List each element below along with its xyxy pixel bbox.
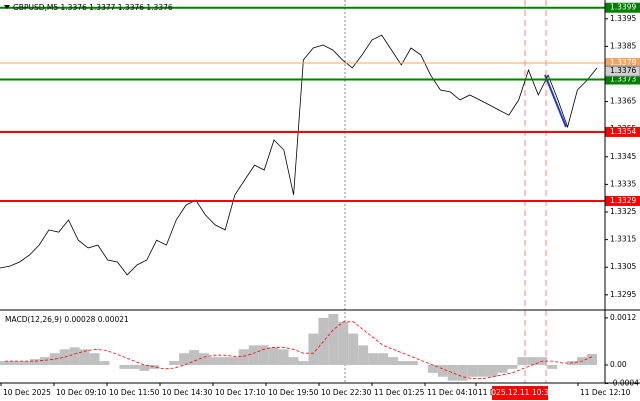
macd-bar [378,353,389,365]
macd-bar [368,353,379,365]
title-icon [4,5,10,9]
macd-bar [169,361,180,365]
x-tick-label: 11 Dec 04:10 [427,388,478,397]
x-tick-label: 10 Dec 11:50 [109,388,160,397]
x-tick-label: 10 Dec 22:30 [321,388,372,397]
macd-bar [139,364,150,371]
chart-title: GBPUSD,M5 1.3376 1.3377 1.3376 1.3376 [13,3,173,12]
macd-bar [547,364,558,369]
x-tick-label: 10 Dec 17:10 [215,388,266,397]
y-tick-label: 1.3305 [610,262,636,271]
macd-bar [348,333,359,365]
level-label: 1.3399 [610,3,636,12]
macd-bar [517,357,528,365]
x-tick-label: 10 Dec 09:10 [56,388,107,397]
marker-time-label: 2025.12.11 10:30 [487,388,554,397]
macd-bar [69,347,80,365]
y-tick-label: 1.3385 [610,41,636,50]
macd-bar [179,353,190,365]
macd-title: MACD(12,26,9) 0.00028 0.00021 [5,315,129,324]
y-tick-label: 1.3315 [610,235,636,244]
x-tick-label: 11 Dec 12:10 [580,388,631,397]
macd-bar [39,357,50,365]
level-label: 1.3373 [610,75,636,84]
signal-line [5,321,593,380]
y-tick-label: 0.0012 [610,313,636,322]
macd-bar [189,350,199,365]
y-tick-label: 1.3365 [610,97,636,106]
macd-bar [587,353,597,365]
macd-bar [258,345,269,365]
level-label: 1.3329 [610,196,636,205]
macd-bar [457,364,468,381]
marker-time-box [492,386,548,400]
macd-bar [149,364,160,369]
level-label-box [605,195,640,206]
macd-bar [119,364,130,369]
level-label: 1.3379 [610,58,636,67]
x-tick-label: 10 Dec 19:50 [268,388,319,397]
trend-line [544,74,567,128]
macd-bar [427,364,438,373]
macd-bar [388,357,398,365]
macd-bar [89,353,100,365]
macd-bar [358,345,369,365]
macd-bar [477,364,488,377]
macd-bar [218,357,229,365]
macd-bar [0,361,10,365]
macd-bar [199,353,209,365]
y-tick-label: 0.00 [610,360,627,369]
macd-bar [298,361,309,365]
macd-bar [487,364,498,377]
level-label: 1.3354 [610,127,636,136]
macd-bar [79,349,90,365]
macd-bar [447,364,458,381]
y-tick-label: 1.3395 [610,14,636,23]
level-label-box [605,126,640,137]
macd-bar [29,359,40,365]
macd-bar [278,349,289,365]
level-label-box [605,2,640,13]
macd-bar [497,364,508,373]
level-label-box [605,57,640,68]
x-tick-label: 10 Dec 14:30 [162,388,213,397]
macd-bar [238,349,249,365]
macd-bar [208,357,219,365]
macd-bar [129,364,140,369]
macd-bar [398,361,408,365]
macd-bar [49,353,60,365]
last-price-label: 1.3376 [610,66,636,75]
macd-bar [407,361,418,365]
macd-bar [308,333,319,365]
x-tick-label: 11 D [478,388,496,397]
y-tick-label: 1.3295 [610,290,636,299]
macd-bar [328,313,339,365]
level-label-box [605,74,640,85]
macd-bar [9,361,20,365]
y-tick-label: 1.3325 [610,207,636,216]
macd-bar [59,349,70,365]
y-tick-label: 1.3335 [610,179,636,188]
macd-bar [507,364,518,369]
x-tick-label: 11 Dec 01:25 [374,388,425,397]
y-tick-label: 1.3345 [610,152,636,161]
price-line [0,34,598,276]
macd-bar [268,347,279,365]
x-tick-label: 10 Dec 2025 [3,388,51,397]
macd-bar [248,345,259,365]
macd-bar [338,321,349,365]
macd-bar [288,357,299,365]
macd-bar [19,361,30,365]
macd-bar [467,364,478,377]
macd-bar [527,357,538,365]
macd-bar [437,364,448,377]
macd-bar [99,361,110,365]
macd-bar [228,357,239,365]
